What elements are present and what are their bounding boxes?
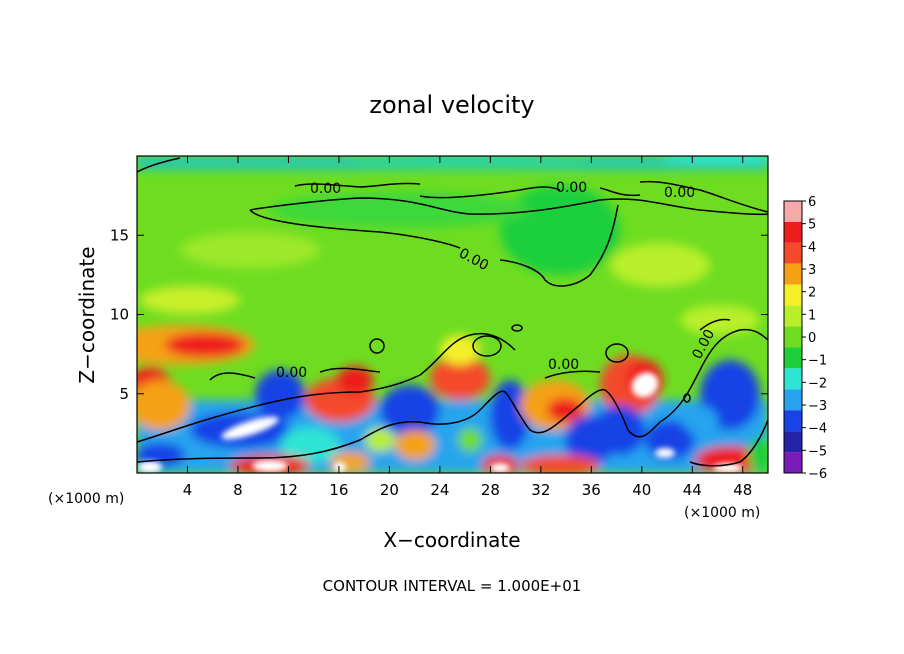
contour-line (639, 180, 768, 213)
x-tick-label: 4 (183, 481, 193, 499)
colorbar-swatch (784, 326, 802, 348)
colorbar-swatch (784, 347, 802, 369)
x-tick-label: 8 (233, 481, 243, 499)
colorbar-swatch (784, 410, 802, 432)
plot-area: 0.00 0.00 0.00 0.00 0.00 0.00 0.00 (137, 156, 768, 473)
y-tick-label: 15 (110, 226, 129, 244)
colorbar-label: 0 (808, 331, 816, 346)
colorbar-swatch (784, 221, 802, 243)
colorbar-label: −2 (808, 376, 827, 391)
x-unit-right: (×1000 m) (684, 505, 760, 521)
colorbar-label: −4 (808, 422, 827, 437)
contour-line (249, 209, 461, 249)
x-axis: 4 8 12 16 20 24 28 32 36 40 44 48 (183, 156, 752, 499)
contour-line (605, 343, 629, 363)
contour-line (419, 186, 561, 199)
contour-line (472, 335, 502, 357)
contour-label: 0.00 (556, 180, 587, 196)
colorbar-swatch (784, 242, 802, 264)
contour-line (137, 157, 181, 173)
colorbar-label: 3 (808, 263, 816, 278)
contour-label: 0.00 (276, 365, 307, 381)
colorbar-swatch (784, 389, 802, 411)
x-tick-label: 28 (481, 481, 500, 499)
contour-line (294, 182, 421, 188)
color-field (137, 156, 768, 473)
y-tick-label: 10 (110, 306, 129, 324)
contour-line (209, 372, 256, 381)
colorbar-swatch (784, 431, 802, 453)
x-tick-label: 36 (582, 481, 601, 499)
contour-interval-note: CONTOUR INTERVAL = 1.000E+01 (323, 577, 582, 595)
contour-line (249, 197, 768, 216)
zero-contours (137, 157, 768, 467)
contour-label: 0.00 (310, 181, 341, 197)
y-tick-label: 5 (119, 385, 129, 403)
x-tick-label: 24 (430, 481, 449, 499)
contour-line (419, 333, 516, 376)
x-axis-label: X−coordinate (383, 528, 520, 552)
colorbar-label: −6 (808, 467, 827, 482)
colorbar-swatch (784, 201, 802, 222)
x-tick-label: 16 (329, 481, 348, 499)
x-tick-label: 32 (531, 481, 550, 499)
colorbar-swatch (784, 368, 802, 390)
colorbar-swatch (784, 263, 802, 285)
x-unit-left: (×1000 m) (48, 491, 124, 507)
x-tick-label: 48 (733, 481, 752, 499)
colorbar-label: 1 (808, 308, 816, 323)
chart-title: zonal velocity (369, 91, 534, 119)
colorbar-label: 6 (808, 195, 816, 210)
y-axis: 5 10 15 (110, 226, 768, 403)
colorbar: 6 5 4 3 2 1 0 −1 −2 −3 −4 −5 −6 (783, 195, 827, 482)
contour-line (499, 204, 619, 287)
contour-line (137, 374, 421, 443)
colorbar-swatch (784, 452, 802, 473)
contour-label: 0.00 (664, 185, 695, 201)
colorbar-label: −3 (808, 399, 827, 414)
contour-line (137, 328, 768, 463)
contour-line (699, 318, 731, 331)
colorbar-swatch (784, 305, 802, 327)
contour-label: 0.00 (548, 357, 579, 373)
contour-line (683, 393, 691, 403)
colorbar-label: −5 (808, 444, 827, 459)
colorbar-label: −1 (808, 354, 827, 369)
colorbar-label: 4 (808, 240, 816, 255)
colorbar-label: 2 (808, 286, 816, 301)
x-tick-label: 20 (380, 481, 399, 499)
x-tick-label: 44 (683, 481, 702, 499)
contour-line (599, 187, 641, 197)
colorbar-label: 5 (808, 218, 816, 233)
colorbar-swatch (784, 284, 802, 306)
contour-line (544, 370, 601, 379)
contour-line (319, 367, 381, 373)
x-tick-label: 40 (632, 481, 651, 499)
x-tick-label: 12 (279, 481, 298, 499)
contour-line (369, 338, 385, 354)
contour-line (689, 419, 768, 467)
contour-line (511, 324, 523, 332)
y-axis-label: Z−coordinate (75, 246, 99, 383)
